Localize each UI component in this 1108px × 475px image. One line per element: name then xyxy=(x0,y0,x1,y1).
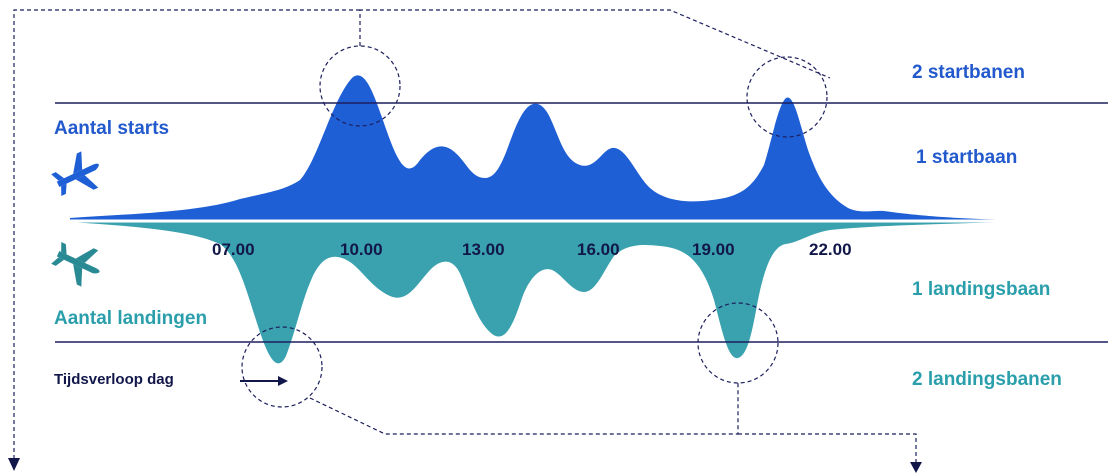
time-tick-1600: 16.00 xyxy=(577,240,620,259)
peak-circle-morning-landing xyxy=(241,326,323,408)
time-tick-0700: 07.00 xyxy=(212,240,255,259)
left-arrow-head xyxy=(8,458,20,471)
time-tick-1000: 10.00 xyxy=(340,240,383,259)
starts-area xyxy=(70,75,1012,221)
one-start-runway-label: 1 startbaan xyxy=(916,147,1018,168)
left-arrow-line xyxy=(13,9,360,458)
two-start-runways-label: 2 startbanen xyxy=(912,62,1025,83)
peak-circle-evening-start xyxy=(746,56,828,138)
time-tick-1900: 19.00 xyxy=(692,240,735,259)
time-tick-2200: 22.00 xyxy=(809,240,852,259)
landings-area xyxy=(70,222,1012,364)
starts-label: Aantal starts xyxy=(54,118,170,139)
right-arrow-line xyxy=(738,433,917,462)
bottom-connector-line xyxy=(309,383,739,435)
airplane-departure-icon xyxy=(51,151,99,197)
right-arrow-head xyxy=(910,462,922,473)
time-tick-1300: 13.00 xyxy=(462,240,505,259)
time-flow-label: Tijdsverloop dag xyxy=(54,371,174,388)
airplane-arrival-icon xyxy=(51,241,100,287)
two-landing-runways-label: 2 landingsbanen xyxy=(912,369,1062,390)
one-landing-runway-label: 1 landingsbaan xyxy=(912,279,1051,300)
time-flow-arrow-head xyxy=(278,376,288,386)
peak-circle-morning-start xyxy=(319,45,401,127)
landings-label: Aantal landingen xyxy=(54,308,208,329)
top-connector-line xyxy=(359,9,831,79)
peak-circle-evening-landing xyxy=(697,302,779,384)
